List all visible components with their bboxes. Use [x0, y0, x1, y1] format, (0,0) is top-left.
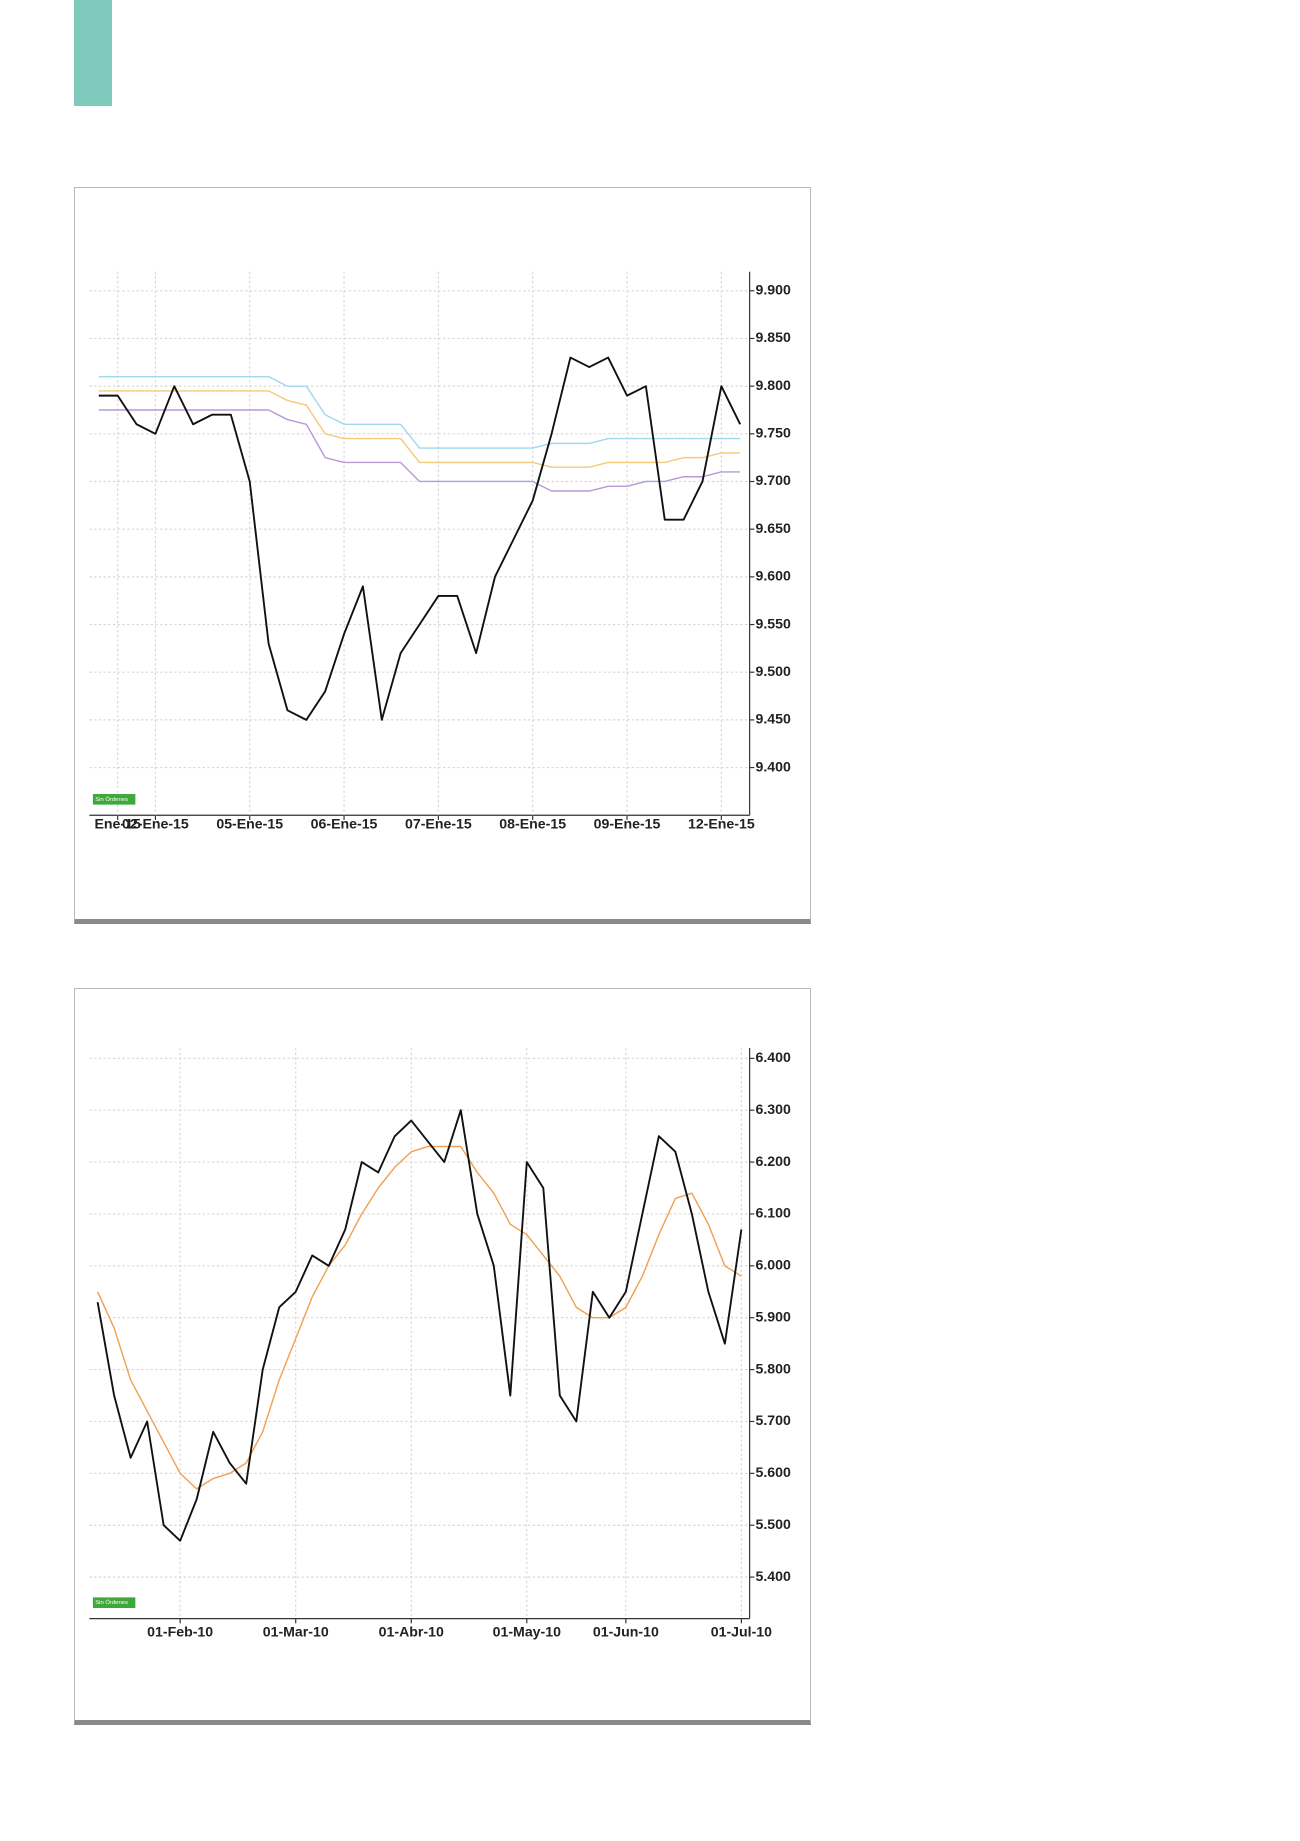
x-tick-label: 09-Ene-15	[594, 815, 661, 831]
y-tick-label: 6.200	[756, 1153, 791, 1169]
y-tick-label: 6.100	[756, 1205, 791, 1221]
y-tick-label: 9.750	[756, 425, 791, 441]
y-tick-label: 9.600	[756, 568, 791, 584]
y-tick-label: 9.550	[756, 615, 791, 631]
x-tick-label: 01-Abr-10	[379, 1623, 444, 1639]
chart: 9.400 9.450 9.500 9.550 9.600 9.650 9.700 9.750…	[89, 271, 791, 831]
y-tick-label: 9.650	[756, 520, 791, 536]
y-tick-label: 9.700	[756, 472, 791, 488]
x-tick-label: 06-Ene-15	[311, 815, 378, 831]
series-line	[96, 1145, 742, 1490]
y-tick-label: 9.500	[756, 663, 791, 679]
x-tick-label: 08-Ene-15	[499, 815, 566, 831]
x-tick-label: 01-Feb-10	[147, 1623, 213, 1639]
accent-bar	[74, 0, 112, 106]
x-tick-label: 05-Ene-15	[216, 815, 283, 831]
badge: Sin Órdenes	[95, 796, 128, 803]
y-tick-label: 5.800	[756, 1360, 791, 1376]
badge-box	[92, 1597, 136, 1608]
y-tick-label: 5.700	[756, 1412, 791, 1428]
x-tick-label: 07-Ene-15	[405, 815, 472, 831]
y-tick-label: 6.400	[756, 1049, 791, 1065]
y-tick-label: 9.800	[756, 377, 791, 393]
chart-frame: 9.400 9.450 9.500 9.550 9.600 9.650 9.700 9.750…	[74, 187, 811, 924]
y-tick-label: 9.450	[756, 711, 791, 727]
x-tick-label: 12-Ene-15	[688, 815, 755, 831]
series-line	[98, 390, 741, 468]
x-tick-label: 01-Mar-10	[263, 1623, 329, 1639]
x-tick-label: 01-May-10	[493, 1623, 561, 1639]
badge-box	[92, 794, 136, 805]
series-line	[96, 1109, 743, 1542]
y-tick-label: 5.600	[756, 1464, 791, 1480]
x-tick-label: 01-Jun-10	[593, 1623, 659, 1639]
y-tick-label: 6.300	[756, 1101, 791, 1117]
badge: Sin Órdenes	[95, 1599, 128, 1606]
series-line	[98, 375, 741, 449]
x-tick-label: 01-Jul-10	[711, 1623, 772, 1639]
y-tick-label: 5.500	[756, 1516, 791, 1532]
y-tick-label: 9.900	[756, 282, 791, 298]
y-tick-label: 5.400	[756, 1568, 791, 1584]
y-tick-label: 6.000	[756, 1257, 791, 1273]
y-tick-label: 5.900	[756, 1308, 791, 1324]
series-line	[98, 356, 742, 721]
x-tick-label: 02-Ene-15	[122, 815, 189, 831]
x-tick-label: Ene-15	[95, 815, 141, 831]
y-tick-label: 9.400	[756, 758, 791, 774]
series-line	[98, 409, 741, 492]
y-tick-label: 9.850	[756, 329, 791, 345]
chart-frame: 5.400 5.500 5.600 5.700 5.800 5.900 6.000 6.100…	[74, 988, 811, 1725]
chart: 5.400 5.500 5.600 5.700 5.800 5.900 6.000 6.100…	[89, 1047, 791, 1639]
